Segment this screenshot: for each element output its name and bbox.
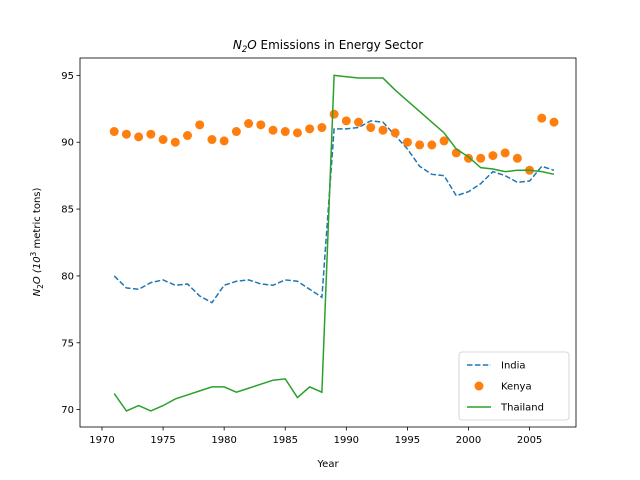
data-point [512, 153, 522, 163]
data-point [317, 123, 327, 133]
legend-item-thailand: Thailand [467, 403, 544, 414]
legend-label: Kenya [501, 382, 532, 393]
legend-item-india: India [467, 361, 526, 372]
y-axis-label: N2O (103 metric tons) [29, 188, 45, 297]
legend: India Kenya Thailand [458, 351, 570, 421]
y-tick-label: 80 [61, 271, 74, 282]
data-point [549, 117, 559, 127]
data-point [366, 123, 376, 133]
series-thailand [113, 74, 555, 412]
data-point [134, 132, 144, 142]
data-point [195, 120, 205, 130]
x-axis-label: Year [316, 459, 339, 470]
legend-marker [474, 381, 484, 391]
data-point [121, 129, 131, 139]
data-point [244, 119, 254, 129]
data-point [231, 127, 241, 137]
y-tick-label: 75 [61, 338, 74, 349]
data-point [305, 124, 315, 134]
series-line [113, 120, 555, 304]
data-point [183, 131, 193, 141]
data-point [146, 129, 156, 139]
axes-frame [79, 57, 577, 428]
data-point [219, 136, 229, 146]
x-tick-label: 1985 [273, 435, 298, 446]
x-tick-label: 2000 [456, 435, 481, 446]
data-point [341, 116, 351, 126]
legend-label: India [501, 361, 526, 372]
data-point [329, 109, 339, 119]
series-kenya [109, 109, 559, 175]
data-point [476, 153, 486, 163]
axes-layer: 1970 1975 1980 1985 1990 1995 2000 2005 70 75 80 85… [61, 57, 577, 446]
data-point [280, 127, 290, 137]
legend-item-kenya: Kenya [474, 381, 532, 393]
x-tick-label: 1995 [395, 435, 420, 446]
data-point [439, 136, 449, 146]
chart-title: N2O Emissions in Energy Sector [233, 38, 423, 55]
x-tick-label: 1990 [334, 435, 359, 446]
data-point [390, 128, 400, 138]
legend-label: Thailand [500, 403, 544, 414]
x-tick-label: 2005 [517, 435, 542, 446]
data-point [402, 137, 412, 147]
data-point [488, 151, 498, 161]
y-tick-label: 95 [61, 71, 74, 82]
data-point [415, 140, 425, 150]
data-point [354, 117, 364, 127]
x-tick-label: 1975 [150, 435, 175, 446]
series-line [113, 74, 555, 412]
data-point [378, 125, 388, 135]
data-point [207, 135, 217, 145]
data-point [500, 148, 510, 158]
data-point [170, 137, 180, 147]
data-point [427, 140, 437, 150]
data-point [292, 128, 302, 138]
x-tick-label: 1970 [89, 435, 114, 446]
series-layer [109, 74, 559, 412]
x-tick-label: 1980 [211, 435, 236, 446]
data-point [268, 125, 278, 135]
y-tick-label: 70 [61, 405, 74, 416]
series-india [113, 120, 555, 304]
data-point [158, 135, 168, 145]
data-point [109, 127, 119, 137]
legend-box [458, 351, 570, 421]
data-point [256, 120, 266, 130]
y-tick-label: 85 [61, 205, 74, 216]
y-tick-label: 90 [61, 138, 74, 149]
data-point [537, 113, 547, 123]
